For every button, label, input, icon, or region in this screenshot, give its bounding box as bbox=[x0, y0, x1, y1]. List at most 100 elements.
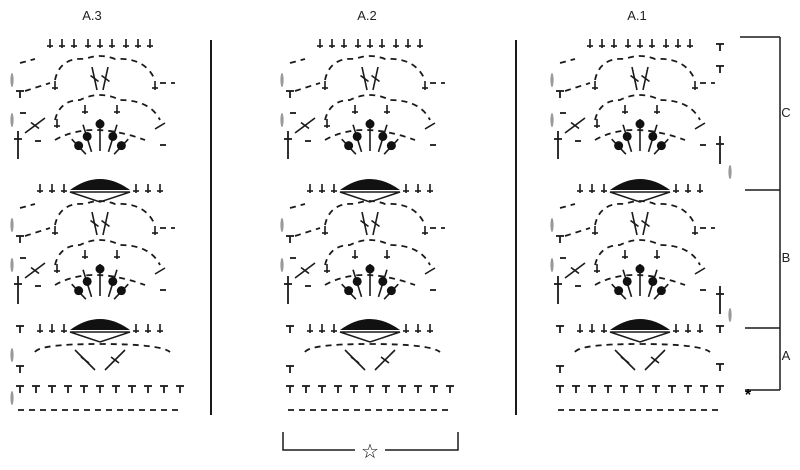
bobble bbox=[108, 276, 118, 286]
shell-cluster bbox=[70, 319, 130, 330]
shell-base bbox=[609, 331, 671, 343]
shell-cluster bbox=[340, 319, 400, 330]
bobble bbox=[344, 141, 354, 151]
dc-bar bbox=[380, 356, 390, 364]
chain-arch bbox=[594, 94, 701, 121]
edge-oval bbox=[280, 73, 284, 87]
chart-a2 bbox=[280, 39, 454, 411]
sc-slant bbox=[424, 267, 436, 275]
sc-slant bbox=[424, 122, 436, 130]
shell-cluster bbox=[610, 179, 670, 190]
chain-arch bbox=[574, 343, 711, 353]
sc-slant bbox=[154, 122, 166, 130]
chain-arch bbox=[54, 94, 161, 121]
edge-oval bbox=[550, 218, 554, 232]
chain-arch bbox=[54, 129, 146, 141]
chain-arch bbox=[594, 200, 696, 226]
bobble bbox=[365, 119, 375, 129]
dc-bar bbox=[350, 356, 360, 364]
bobble bbox=[352, 276, 362, 286]
sc-slant bbox=[694, 122, 706, 130]
edge-oval bbox=[550, 258, 554, 272]
chart-title-a2: A.2 bbox=[357, 8, 377, 23]
bobble bbox=[622, 276, 632, 286]
chain-arch bbox=[324, 129, 416, 141]
chain-arch bbox=[304, 343, 441, 353]
chain-arch bbox=[289, 203, 306, 209]
bobble bbox=[622, 131, 632, 141]
chain-arch bbox=[594, 274, 686, 286]
bobble bbox=[614, 141, 624, 151]
chain-arch bbox=[594, 55, 696, 81]
bobble bbox=[648, 276, 658, 286]
bobble bbox=[344, 286, 354, 296]
sc-slant bbox=[694, 267, 706, 275]
dc-bar bbox=[650, 356, 660, 364]
edge-oval bbox=[550, 73, 554, 87]
dc-bar bbox=[641, 74, 650, 83]
edge-oval bbox=[550, 113, 554, 127]
chain-arch bbox=[294, 227, 321, 237]
dc-bar bbox=[300, 121, 310, 130]
bobble bbox=[635, 264, 645, 274]
dc-bar bbox=[300, 266, 310, 275]
edge-oval bbox=[10, 73, 14, 87]
shell-cluster bbox=[610, 319, 670, 330]
chain-arch bbox=[54, 200, 156, 226]
dc-bar bbox=[570, 266, 580, 275]
bobble bbox=[95, 119, 105, 129]
chain-arch bbox=[54, 274, 146, 286]
bobble bbox=[95, 264, 105, 274]
chart-title-a1: A.1 bbox=[627, 8, 647, 23]
dc-bar bbox=[101, 219, 110, 228]
dc-bar bbox=[360, 219, 369, 228]
edge-oval bbox=[10, 113, 14, 127]
chain-arch bbox=[324, 239, 431, 266]
section-brackets bbox=[740, 36, 781, 391]
dc-bar bbox=[630, 219, 639, 228]
bobble bbox=[108, 131, 118, 141]
shell-base bbox=[339, 331, 401, 343]
bobble bbox=[74, 286, 84, 296]
chart-a3 bbox=[10, 39, 184, 411]
shell-cluster bbox=[340, 179, 400, 190]
edge-oval bbox=[10, 391, 14, 405]
bobble bbox=[352, 131, 362, 141]
chain-arch bbox=[54, 239, 161, 266]
dc-bar bbox=[110, 356, 120, 364]
dc-bar bbox=[90, 219, 99, 228]
chain-arch bbox=[324, 94, 431, 121]
chain-arch bbox=[24, 227, 51, 237]
chain-arch bbox=[294, 82, 321, 92]
shell-base bbox=[339, 191, 401, 203]
shell-base bbox=[609, 191, 671, 203]
bobble bbox=[656, 141, 666, 151]
bobble bbox=[635, 119, 645, 129]
edge-oval bbox=[728, 308, 732, 322]
edge-oval bbox=[280, 218, 284, 232]
chart-a1 bbox=[550, 39, 732, 411]
chain-arch bbox=[564, 227, 591, 237]
bobble bbox=[386, 286, 396, 296]
section-label-c: C bbox=[781, 105, 790, 120]
chain-arch bbox=[54, 55, 156, 81]
dc-bar bbox=[371, 219, 380, 228]
repeat-bracket bbox=[282, 432, 459, 451]
bobble bbox=[386, 141, 396, 151]
section-label-b: B bbox=[782, 250, 791, 265]
chain-arch bbox=[559, 58, 576, 64]
chain-arch bbox=[594, 129, 686, 141]
chain-arch bbox=[324, 274, 416, 286]
sc-slant bbox=[154, 267, 166, 275]
edge-oval bbox=[10, 218, 14, 232]
chain-arch bbox=[289, 58, 306, 64]
shell-base bbox=[69, 191, 131, 203]
asterisk-mark: * bbox=[745, 387, 752, 404]
dc-bar bbox=[80, 356, 90, 364]
bobble bbox=[614, 286, 624, 296]
edge-oval bbox=[280, 258, 284, 272]
dc-bar bbox=[30, 121, 40, 130]
dc-bar bbox=[101, 74, 110, 83]
star-mark: ☆ bbox=[361, 441, 379, 463]
chain-arch bbox=[559, 203, 576, 209]
